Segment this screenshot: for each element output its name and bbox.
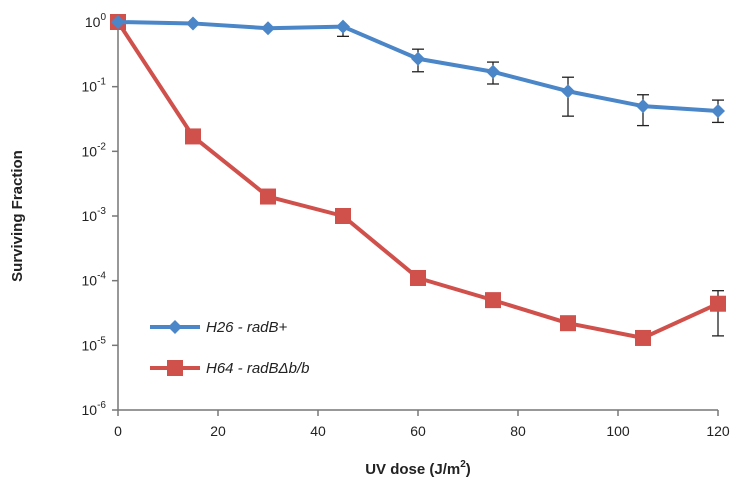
data-point (710, 295, 726, 312)
series-1 (110, 14, 726, 346)
data-point (186, 16, 200, 31)
legend-label-h26: H26 - radB+ (206, 319, 288, 336)
data-point (260, 188, 276, 205)
x-tick-label: 40 (310, 423, 326, 439)
y-tick-label: 10-4 (82, 271, 107, 289)
data-point (486, 64, 500, 79)
data-point (185, 128, 201, 145)
y-tick-label: 10-2 (82, 141, 107, 159)
x-axis-title-tail: ) (466, 461, 471, 478)
data-point (711, 104, 725, 119)
x-axis-title-sup: 2 (460, 459, 466, 470)
x-tick-label: 0 (114, 423, 122, 439)
y-tick-label: 10-3 (82, 206, 107, 224)
legend: H26 - radB+ H64 - radBΔb/b (150, 319, 309, 377)
legend-label-h64: H64 - radBΔb/b (206, 360, 309, 377)
y-tick-label: 100 (85, 12, 107, 30)
series-layer (110, 14, 726, 346)
x-tick-label: 80 (510, 423, 526, 439)
data-point (560, 315, 576, 332)
series-0 (111, 15, 725, 127)
y-ticks: 100 10-1 10-2 10-3 10-4 10-5 10-6 (82, 12, 118, 418)
data-point (410, 269, 426, 286)
data-point (411, 51, 425, 66)
x-axis-title: UV dose (J/m2) (365, 459, 471, 478)
data-point (561, 84, 575, 99)
legend-square-marker (167, 360, 183, 376)
y-tick-label: 10-6 (82, 400, 107, 418)
x-tick-label: 20 (210, 423, 226, 439)
data-point (485, 292, 501, 309)
y-axis-title: Surviving Fraction (9, 150, 26, 282)
x-axis-title-base: UV dose (J/m (365, 461, 460, 478)
x-tick-label: 100 (606, 423, 630, 439)
axes (117, 18, 718, 411)
y-tick-label: 10-5 (82, 335, 107, 353)
data-point (111, 15, 125, 29)
legend-item-h64: H64 - radBΔb/b (150, 360, 309, 377)
x-tick-label: 60 (410, 423, 426, 439)
x-tick-label: 120 (706, 423, 730, 439)
data-point (336, 19, 350, 34)
legend-diamond-marker (168, 320, 182, 334)
data-point (261, 21, 275, 36)
data-point (335, 208, 351, 224)
x-ticks: 0 20 40 60 80 100 120 (114, 410, 730, 439)
legend-item-h26: H26 - radB+ (150, 319, 288, 336)
y-tick-label: 10-1 (82, 77, 107, 95)
data-point (636, 99, 650, 114)
data-point (635, 329, 651, 346)
